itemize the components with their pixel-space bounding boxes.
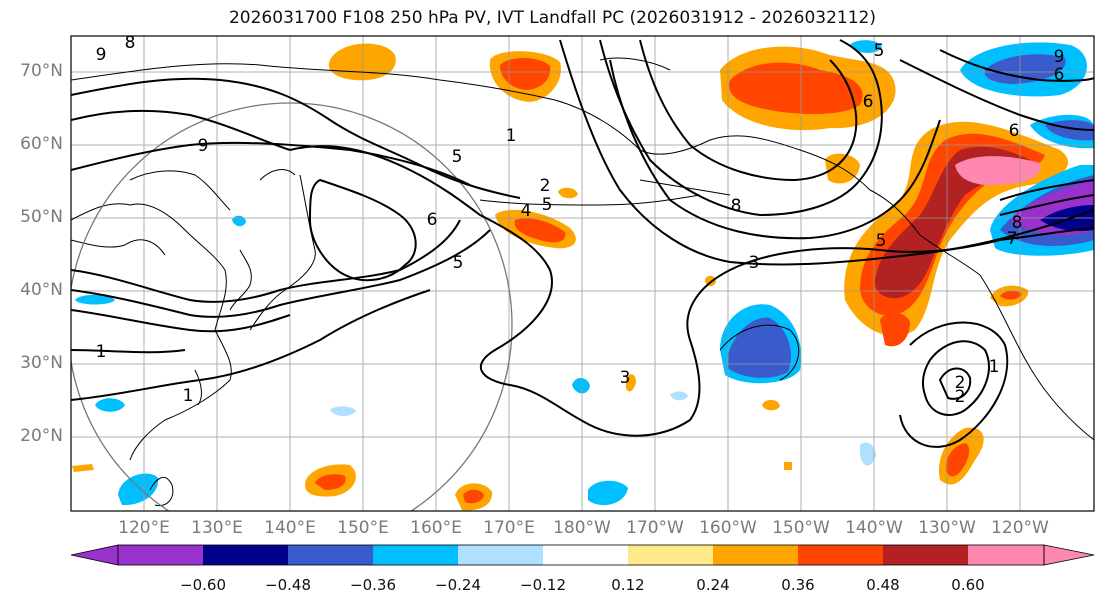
contour-label: 8 — [1012, 213, 1023, 233]
contour-label: 5 — [542, 195, 553, 215]
contour-label: 8 — [125, 33, 136, 53]
lat-label: 50°N — [20, 207, 63, 227]
lon-label: 150°W — [772, 518, 830, 538]
contour-label: 2 — [955, 373, 966, 393]
colorbar-segment — [288, 545, 373, 565]
colorbar-segment — [118, 545, 203, 565]
colorbar-tick: −0.12 — [520, 576, 566, 594]
contour-label: 2 — [540, 176, 551, 196]
colorbar-segment — [628, 545, 713, 565]
contour-label: 1 — [506, 126, 517, 146]
contour-label: 7 — [1007, 229, 1018, 249]
lat-label: 20°N — [20, 426, 63, 446]
lat-label: 30°N — [20, 353, 63, 373]
colorbar-segment — [798, 545, 883, 565]
contour-label: 5 — [453, 253, 464, 273]
colorbar-segment — [543, 545, 628, 565]
lat-label: 40°N — [20, 280, 63, 300]
contour-label: 3 — [620, 368, 631, 388]
colorbar-tick: 0.24 — [696, 576, 730, 594]
lon-label: 170°E — [483, 518, 535, 538]
contour-label: 1 — [96, 342, 107, 362]
lat-label: 70°N — [20, 61, 63, 81]
lon-label: 170°W — [626, 518, 684, 538]
colorbar-tick: −0.60 — [180, 576, 226, 594]
lon-label: 160°W — [699, 518, 757, 538]
lon-label: 120°W — [991, 518, 1049, 538]
contour-label: 3 — [749, 253, 760, 273]
lon-label: 140°W — [845, 518, 903, 538]
colorbar-frame — [117, 544, 1045, 566]
lon-label: 180°W — [553, 518, 611, 538]
contour-label: 1 — [183, 386, 194, 406]
colorbar-tick: 0.60 — [951, 576, 985, 594]
figure-title: 2026031700 F108 250 hPa PV, IVT Landfall… — [228, 8, 876, 28]
contour-label: 9 — [96, 45, 107, 65]
contour-label: 5 — [874, 41, 885, 61]
lon-label: 120°E — [118, 518, 170, 538]
ivt-shading — [72, 40, 1094, 511]
colorbar-extend-low — [70, 544, 119, 566]
contour-label: 5 — [452, 147, 463, 167]
lon-label: 160°E — [410, 518, 462, 538]
contour-label: 5 — [876, 231, 887, 251]
contour-label: 8 — [731, 196, 742, 216]
lon-label: 140°E — [264, 518, 316, 538]
colorbar-tick: −0.36 — [350, 576, 396, 594]
lon-label: 130°E — [191, 518, 243, 538]
colorbar-tick: −0.24 — [435, 576, 481, 594]
contour-label: 6 — [427, 210, 438, 230]
colorbar-tick: 0.36 — [781, 576, 815, 594]
pv-contours — [71, 39, 1094, 448]
lon-label: 150°E — [337, 518, 389, 538]
contour-label: 2 — [955, 387, 966, 407]
contour-label: 9 — [198, 136, 209, 156]
contour-label: 9 — [1054, 47, 1065, 67]
contour-label: 6 — [1009, 121, 1020, 141]
contour-label: 1 — [989, 357, 1000, 377]
contour-label: 6 — [1054, 65, 1065, 85]
contour-label: 6 — [863, 92, 874, 112]
colorbar-segment — [713, 545, 798, 565]
colorbar — [70, 544, 1095, 566]
contour-label: 4 — [521, 201, 532, 221]
colorbar-segment — [883, 545, 968, 565]
colorbar-segment — [373, 545, 458, 565]
contour-label-group: 9 8 1 9 5 2 5 4 6 5 1 1 3 3 8 5 6 6 5 6 … — [96, 33, 1065, 407]
colorbar-segment — [968, 545, 1044, 565]
graticule — [71, 36, 1094, 511]
colorbar-segment — [203, 545, 288, 565]
range-circle — [71, 102, 513, 511]
colorbar-tick: −0.48 — [265, 576, 311, 594]
contour-thin — [479, 194, 800, 381]
colorbar-extend-high — [1043, 544, 1095, 566]
lon-label: 130°W — [918, 518, 976, 538]
colorbar-tick: 0.12 — [611, 576, 645, 594]
lat-label: 60°N — [20, 134, 63, 154]
colorbar-tick: 0.48 — [866, 576, 900, 594]
map-frame — [70, 35, 1095, 512]
colorbar-segment — [458, 545, 543, 565]
